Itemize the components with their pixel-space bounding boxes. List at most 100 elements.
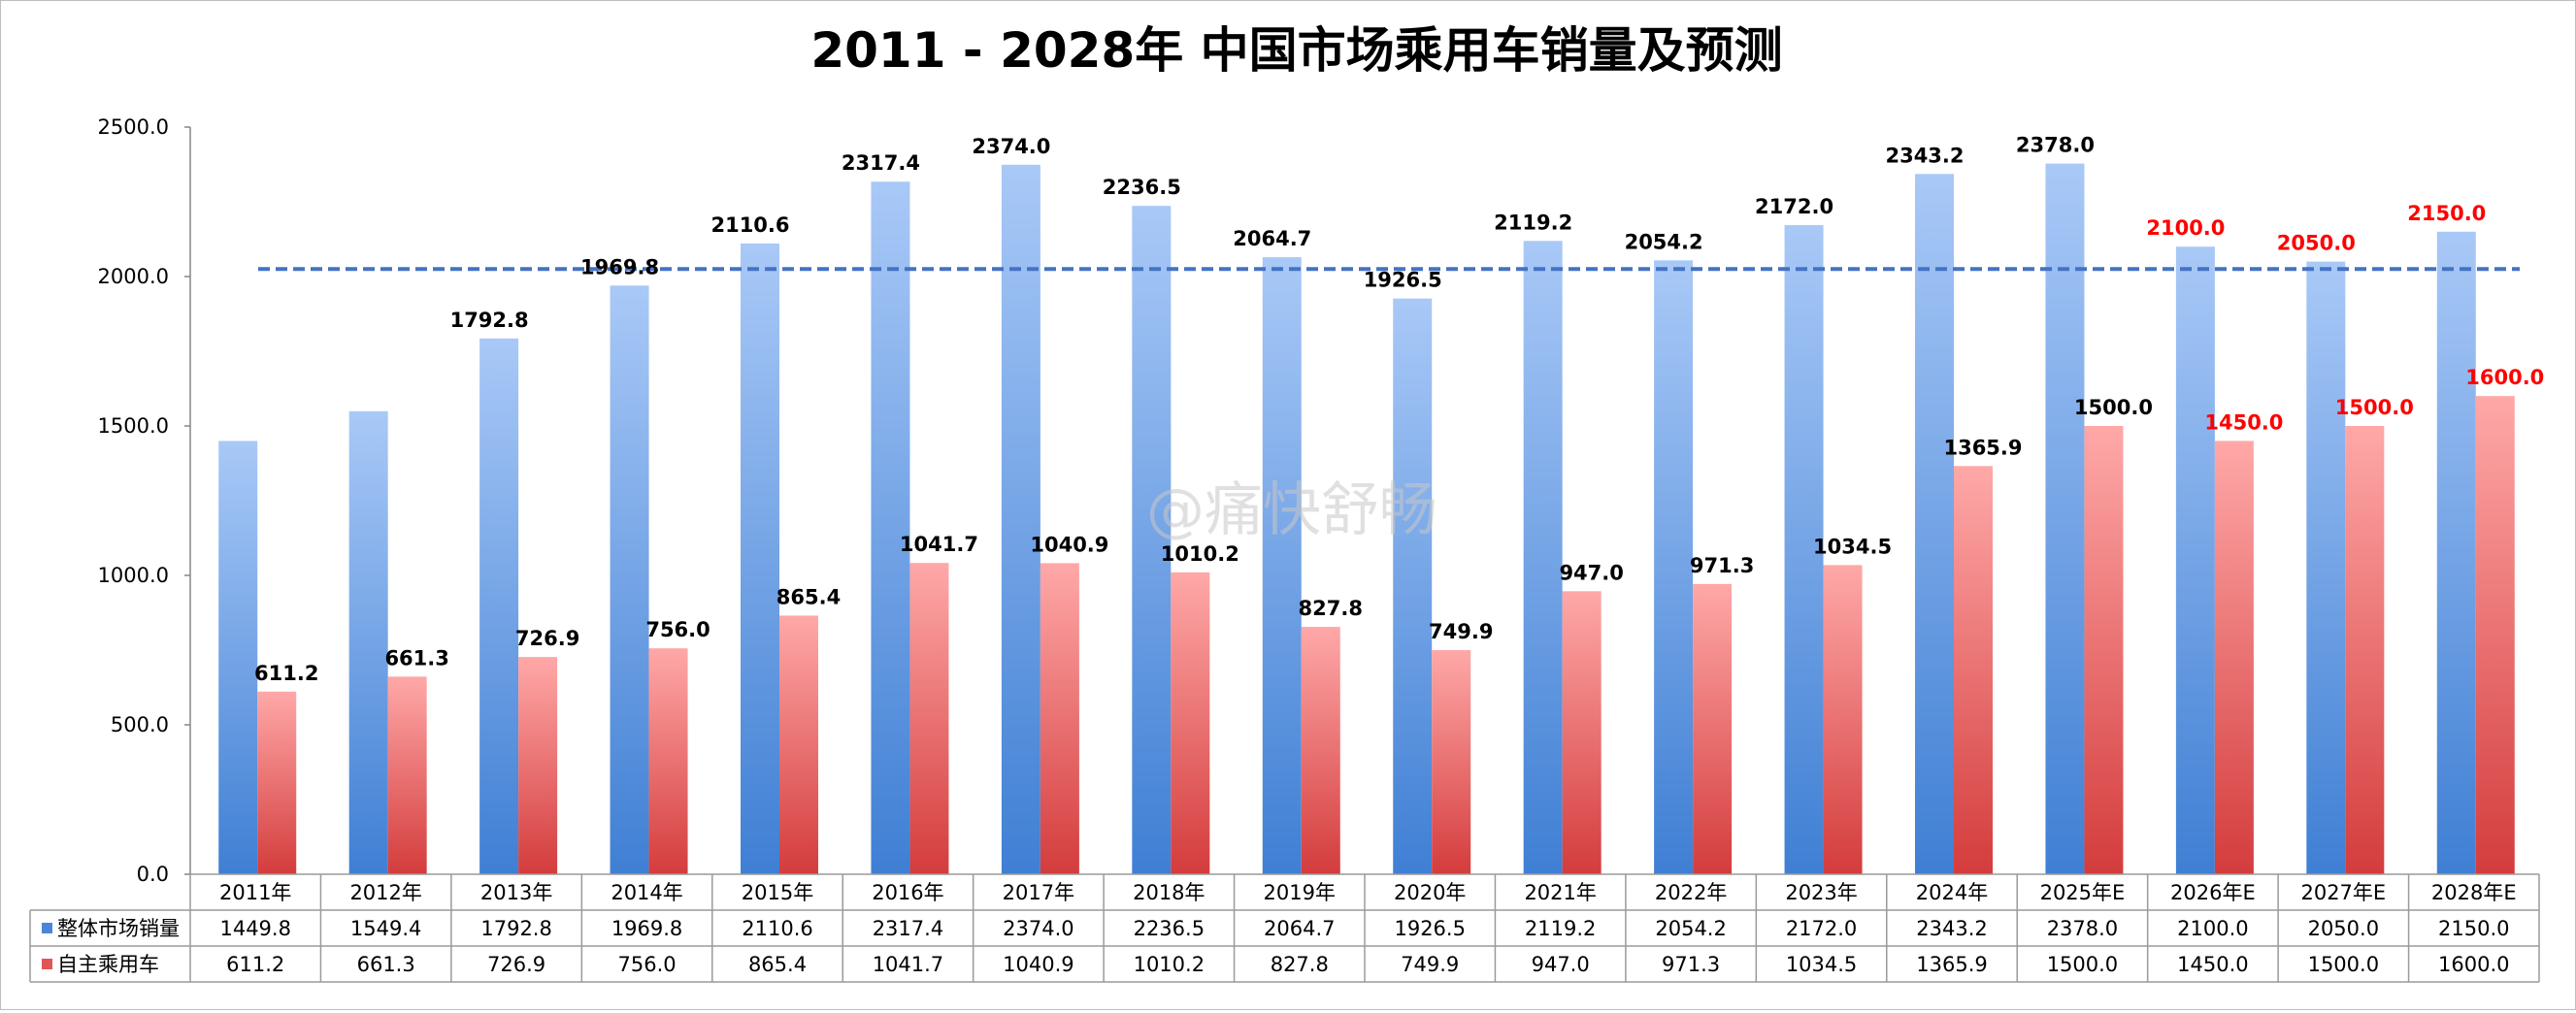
value-labels: 1792.8 1969.8 2110.6 2317.4 2374.0 2236.5 2064… [254, 134, 2544, 685]
data-label: 1500.0 [2335, 396, 2414, 419]
bar-total [2436, 231, 2476, 875]
data-label: 2378.0 [2016, 134, 2095, 157]
y-tick-label: 1000.0 [98, 564, 169, 587]
table-cell: 2150.0 [2438, 917, 2509, 940]
x-tick-label: 2026年E [2170, 881, 2256, 904]
data-label: 2172.0 [1755, 195, 1833, 218]
data-label: 726.9 [515, 627, 579, 650]
bar-domestic [1040, 563, 1079, 874]
y-tick-label: 2000.0 [98, 265, 169, 288]
bar-total [871, 181, 910, 875]
bar-domestic [2345, 426, 2385, 874]
bar-domestic [1693, 583, 1733, 874]
x-tick-label: 2015年 [742, 881, 813, 904]
bar-domestic [2084, 426, 2124, 874]
data-label: 971.3 [1690, 554, 1754, 577]
data-label: 1500.0 [2074, 396, 2153, 419]
chart-title: 2011 - 2028年 中国市场乘用车销量及预测 [810, 22, 1782, 79]
table-cell: 661.3 [357, 953, 415, 976]
data-label: 2374.0 [972, 135, 1050, 158]
data-label: 1969.8 [580, 255, 659, 278]
x-tick-label: 2012年 [349, 881, 421, 904]
bar-total [479, 338, 519, 874]
data-label: 2119.2 [1494, 211, 1572, 234]
bar-total [1132, 206, 1172, 874]
bar-total [1393, 298, 1433, 874]
data-label: 1010.2 [1161, 542, 1239, 566]
data-label: 2150.0 [2407, 202, 2486, 225]
bar-total [218, 441, 258, 874]
bar-total [610, 285, 649, 874]
table-cell: 1449.8 [219, 917, 290, 940]
data-label: 1041.7 [900, 533, 978, 556]
table-cell: 2100.0 [2177, 917, 2248, 940]
bar-total [2045, 163, 2085, 875]
table-cell: 1450.0 [2177, 953, 2248, 976]
table-cell: 2236.5 [1134, 917, 1205, 940]
x-tick-label: 2018年 [1133, 881, 1205, 904]
bar-domestic [257, 691, 297, 874]
bar-domestic [2214, 441, 2254, 874]
x-tick-label: 2020年 [1394, 881, 1466, 904]
x-tick-label: 2016年 [872, 881, 943, 904]
bar-domestic [1823, 565, 1863, 874]
legend-swatch [42, 923, 52, 933]
x-tick-label: 2023年 [1785, 881, 1857, 904]
y-tick-label: 0.0 [137, 863, 169, 886]
bar-total [2306, 261, 2346, 875]
data-label: 2054.2 [1625, 230, 1703, 253]
bar-total [741, 243, 779, 875]
table-cell: 865.4 [748, 953, 807, 976]
data-label: 1600.0 [2465, 366, 2544, 389]
bar-total [1654, 260, 1694, 874]
data-label: 2100.0 [2146, 216, 2225, 240]
table-cell: 2119.2 [1525, 917, 1596, 940]
data-label: 611.2 [254, 662, 318, 685]
watermark-text: @痛快舒畅 [1146, 476, 1437, 544]
legend-label: 整体市场销量 [57, 917, 180, 940]
data-label: 2343.2 [1885, 144, 1964, 167]
data-label: 749.9 [1429, 620, 1493, 643]
data-label: 1792.8 [450, 309, 529, 332]
bar-domestic [1301, 627, 1340, 874]
data-label: 2110.6 [710, 213, 789, 237]
data-label: 1034.5 [1813, 535, 1892, 558]
table-cell: 2374.0 [1003, 917, 1073, 940]
table-cell: 2172.0 [1786, 917, 1857, 940]
bar-total [348, 410, 388, 874]
table-cell: 2317.4 [873, 917, 943, 940]
table-cell: 749.9 [1401, 953, 1459, 976]
bar-domestic [1562, 591, 1602, 874]
table-cell: 2064.7 [1264, 917, 1335, 940]
table-cell: 827.8 [1271, 953, 1329, 976]
table-cell: 611.2 [226, 953, 284, 976]
bar-domestic [648, 648, 688, 874]
bar-domestic [2475, 396, 2515, 874]
x-tick-label: 2028年E [2431, 881, 2517, 904]
x-tick-label: 2019年 [1264, 881, 1336, 904]
bar-domestic [1954, 466, 1993, 874]
data-label: 1365.9 [1943, 436, 2022, 459]
bar-total [1915, 174, 1954, 874]
y-tick-label: 500.0 [111, 713, 169, 736]
x-tick-label: 2021年 [1524, 881, 1596, 904]
bar-total [1001, 164, 1040, 875]
data-label: 2236.5 [1103, 176, 1181, 199]
table-cell: 1792.8 [480, 917, 551, 940]
data-label: 1926.5 [1364, 269, 1442, 292]
bar-total [1523, 241, 1563, 875]
bar-domestic [1171, 572, 1210, 874]
table-cell: 1365.9 [1916, 953, 1987, 976]
y-tick-label: 2500.0 [98, 115, 169, 139]
table-cell: 1500.0 [2047, 953, 2118, 976]
data-label: 1450.0 [2204, 410, 2283, 434]
data-label: 827.8 [1299, 597, 1363, 620]
table-cell: 2378.0 [2047, 917, 2118, 940]
table-cell: 1926.5 [1394, 917, 1465, 940]
table-cell: 756.0 [617, 953, 676, 976]
x-tick-label: 2025年E [2040, 881, 2126, 904]
table-cell: 2050.0 [2308, 917, 2379, 940]
table-cell: 2054.2 [1655, 917, 1726, 940]
x-tick-label: 2022年 [1655, 881, 1727, 904]
